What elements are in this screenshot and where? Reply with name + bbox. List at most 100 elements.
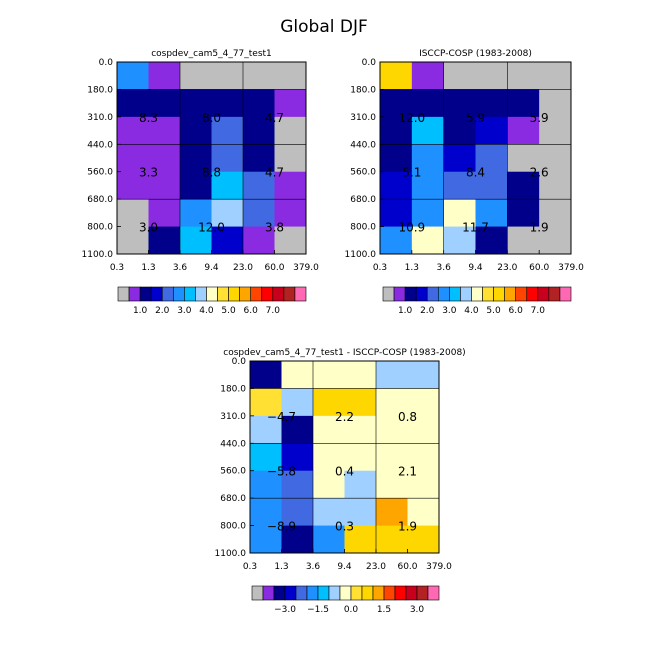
heatmap-cell xyxy=(407,415,440,444)
colorbar: 1.0 2.0 3.0 4.0 5.0 6.0 7.0 xyxy=(382,286,572,316)
heatmap-cell xyxy=(250,415,282,444)
heatmap-cell xyxy=(274,171,307,200)
group-value-label: 5.9 xyxy=(530,111,549,125)
colorbar-label: 1.0 xyxy=(398,306,413,316)
panel-title: ISCCP-COSP (1983-2008) xyxy=(419,49,532,59)
colorbar-box xyxy=(383,585,396,601)
colorbar-label: 3.0 xyxy=(177,306,192,316)
heatmap-cell xyxy=(148,62,181,90)
y-tick-label: 310.0 xyxy=(350,113,376,123)
colorbar-box xyxy=(437,286,450,302)
heatmap-cell xyxy=(180,116,212,145)
x-tick-label: 1.3 xyxy=(141,263,155,273)
colorbar-box xyxy=(493,286,505,302)
colorbar: 1.0 2.0 3.0 4.0 5.0 6.0 7.0 xyxy=(117,286,307,316)
heatmap-cell xyxy=(117,116,149,145)
colorbar-label: 2.0 xyxy=(155,306,170,316)
heatmap-cell xyxy=(443,89,476,118)
colorbar-box xyxy=(471,286,483,302)
heatmap-cell xyxy=(443,62,476,90)
heatmap-cell xyxy=(180,226,212,255)
group-value-label: 3.0 xyxy=(139,221,158,235)
colorbar-box xyxy=(217,286,229,302)
heatmap-cell xyxy=(313,361,345,389)
colorbar-box xyxy=(317,585,330,601)
group-value-label: 1.9 xyxy=(398,520,417,534)
colorbar-box xyxy=(262,585,275,601)
colorbar-label: 0.0 xyxy=(344,605,359,615)
x-tick-label: 23.0 xyxy=(497,263,517,273)
x-tick-label: 1.3 xyxy=(274,562,288,572)
heatmap-cell xyxy=(344,470,377,499)
heatmap-cell xyxy=(376,388,408,417)
colorbar-box xyxy=(405,585,418,601)
heatmap-cell xyxy=(507,226,540,255)
heatmap-cell xyxy=(243,226,275,255)
y-tick-label: 560.0 xyxy=(350,168,376,178)
colorbar-label: 6.0 xyxy=(244,306,259,316)
heatmap-cell xyxy=(380,144,413,173)
colorbar: −3.0 −1.5 0.0 1.5 3.0 xyxy=(251,585,440,615)
heatmap-cell xyxy=(407,443,440,472)
colorbar-box xyxy=(172,286,185,302)
group-value-label: 8.3 xyxy=(139,111,158,125)
heatmap-cell xyxy=(274,226,307,255)
heatmap-cell xyxy=(411,226,445,255)
panel-model: cospdev_cam5_4_77_test1 8.3 8.0 4.7 3.3 8.8 4.… xyxy=(82,49,320,316)
colorbar-box xyxy=(250,286,263,302)
heatmap-cell xyxy=(250,443,282,472)
group-value-label: 11.7 xyxy=(462,221,489,235)
heatmap-cell xyxy=(281,443,314,472)
colorbar-label: 7.0 xyxy=(531,306,546,316)
heatmap-cell xyxy=(344,388,377,417)
colorbar-box xyxy=(283,286,296,302)
colorbar-box xyxy=(339,585,352,601)
group-value-label: 2.6 xyxy=(530,166,549,180)
colorbar-label: 3.0 xyxy=(442,306,457,316)
heatmap-cell xyxy=(274,199,307,228)
x-tick-label: 3.6 xyxy=(173,263,188,273)
figure-title: Global DJF xyxy=(280,17,368,37)
colorbar-box xyxy=(404,286,417,302)
heatmap-cell xyxy=(475,144,508,173)
heatmap-cell xyxy=(313,388,345,417)
heatmap-cell xyxy=(411,116,445,145)
heatmap-cell xyxy=(507,199,540,228)
heatmap-cell xyxy=(148,226,181,255)
heatmap-cell xyxy=(539,62,572,90)
colorbar-box xyxy=(482,286,494,302)
colorbar-box xyxy=(382,286,395,302)
heatmap-cell xyxy=(380,171,413,200)
heatmap-cell xyxy=(250,498,282,527)
y-tick-label: 0.0 xyxy=(99,58,114,68)
y-tick-label: 180.0 xyxy=(220,384,246,394)
heatmap-cell xyxy=(411,89,445,118)
heatmap-cell xyxy=(539,89,572,118)
heatmap-cell xyxy=(180,62,212,90)
heatmap-cell xyxy=(117,89,149,118)
heatmap-cell xyxy=(376,415,408,444)
heatmap-cell xyxy=(507,116,540,145)
group-value-label: 2.1 xyxy=(398,465,417,479)
heatmap-cell xyxy=(376,470,408,499)
x-tick-label: 9.4 xyxy=(204,263,219,273)
heatmap-cell xyxy=(180,89,212,118)
heatmap-cell xyxy=(411,171,445,200)
group-value-label: 8.0 xyxy=(202,111,221,125)
heatmap-cell xyxy=(539,199,572,228)
heatmap-cell xyxy=(250,361,282,389)
y-tick-label: 0.0 xyxy=(362,58,377,68)
heatmap-cell xyxy=(117,171,149,200)
y-tick-label: 800.0 xyxy=(350,223,376,233)
heatmap-cell xyxy=(211,226,244,255)
heatmap-cell xyxy=(313,443,345,472)
heatmap-cell xyxy=(507,89,540,118)
group-value-label: 12.0 xyxy=(198,221,225,235)
heatmap-cell xyxy=(313,498,345,527)
colorbar-label: −1.5 xyxy=(307,605,329,615)
colorbar-box xyxy=(139,286,152,302)
heatmap-cell xyxy=(148,116,181,145)
heatmap-cell xyxy=(211,62,244,90)
y-tick-label: 440.0 xyxy=(87,140,113,150)
